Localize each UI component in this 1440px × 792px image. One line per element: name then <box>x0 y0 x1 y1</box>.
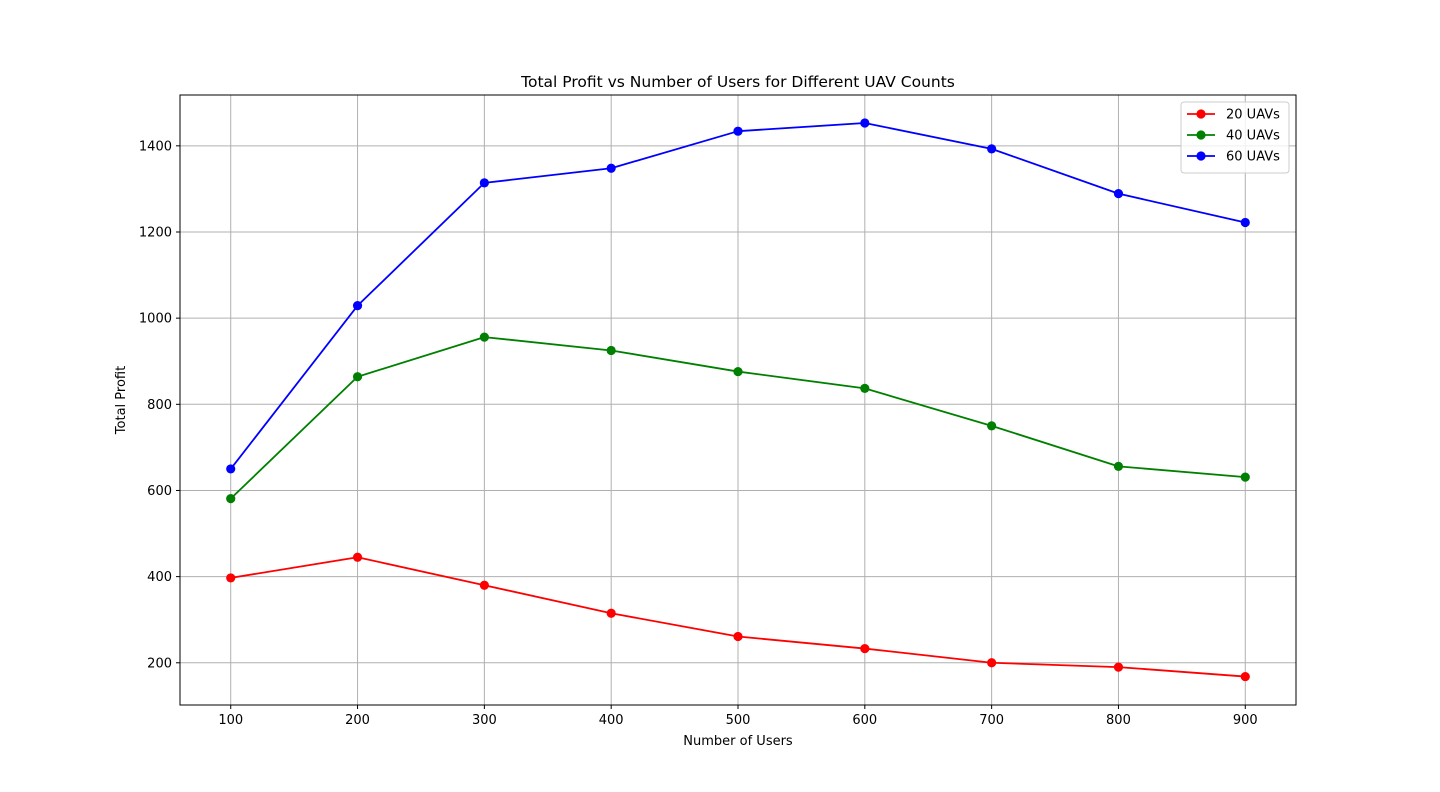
data-point <box>987 658 997 668</box>
data-point <box>1113 461 1124 471</box>
legend-item: 20 UAVs <box>1187 108 1280 123</box>
data-point <box>226 494 236 504</box>
x-tick-label: 900 <box>1233 713 1258 728</box>
data-point <box>733 366 743 377</box>
x-tick-label: 500 <box>726 713 751 728</box>
x-tick-label: 400 <box>599 713 624 728</box>
legend: 20 UAVs 40 UAVs 60 UAVs <box>1180 101 1290 174</box>
data-point <box>860 118 870 128</box>
data-point <box>479 178 489 188</box>
data-point <box>1113 189 1124 199</box>
x-tick-label: 700 <box>979 713 1004 728</box>
data-point <box>1113 662 1124 672</box>
series-3 <box>226 118 1250 474</box>
legend-marker <box>1196 109 1206 119</box>
data-point <box>987 144 997 154</box>
chart-title: Total Profit vs Number of Users for Diff… <box>520 73 955 91</box>
y-tick-label: 1000 <box>139 312 172 327</box>
legend-marker <box>1196 130 1206 140</box>
series-layer <box>226 118 1250 682</box>
y-tick-label: 200 <box>147 656 172 671</box>
data-point <box>479 332 489 342</box>
x-tick-label: 300 <box>472 713 497 728</box>
data-point <box>860 643 870 654</box>
data-point <box>606 163 616 173</box>
series-1 <box>226 552 1250 682</box>
x-axis-ticks: 100 200 300 400 500 600 700 800 900 <box>218 705 1258 728</box>
y-tick-label: 1200 <box>139 225 172 240</box>
data-point <box>226 464 236 474</box>
legend-label: 20 UAVs <box>1226 108 1280 123</box>
data-point <box>1240 217 1250 228</box>
data-point <box>226 573 236 583</box>
y-tick-label: 400 <box>147 570 172 585</box>
legend-item: 60 UAVs <box>1187 150 1280 165</box>
x-tick-label: 200 <box>345 713 370 728</box>
data-point <box>352 372 363 382</box>
data-point <box>352 552 363 562</box>
y-axis-label: Total Profit <box>114 366 129 435</box>
data-point <box>987 421 997 431</box>
x-tick-label: 800 <box>1106 713 1131 728</box>
data-point <box>352 301 363 311</box>
series-2 <box>226 332 1250 504</box>
legend-label: 60 UAVs <box>1226 150 1280 165</box>
legend-marker <box>1196 151 1206 161</box>
y-tick-label: 1400 <box>139 139 172 154</box>
x-tick-label: 600 <box>852 713 877 728</box>
legend-item: 40 UAVs <box>1187 129 1280 144</box>
data-point <box>860 383 870 393</box>
data-point <box>606 345 616 356</box>
x-tick-label: 100 <box>218 713 243 728</box>
y-tick-label: 600 <box>147 484 172 499</box>
x-axis-label: Number of Users <box>683 734 793 749</box>
data-point <box>1240 671 1250 682</box>
y-axis-ticks: 200 400 600 800 1000 1200 1400 <box>139 139 180 671</box>
y-tick-label: 800 <box>147 398 172 413</box>
data-point <box>733 126 743 136</box>
data-point <box>606 608 616 618</box>
data-point <box>733 631 743 642</box>
data-point <box>1240 472 1250 482</box>
data-point <box>479 580 489 590</box>
legend-label: 40 UAVs <box>1226 129 1280 144</box>
